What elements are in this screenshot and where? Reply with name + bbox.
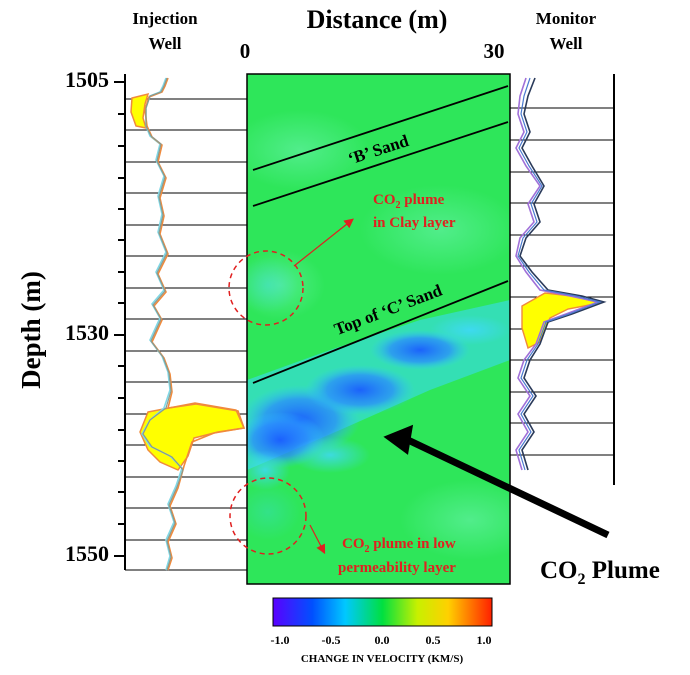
depth-tick-1550: 1550: [65, 541, 109, 566]
monitor-yellow-fill: [521, 292, 601, 349]
injection-curve-orange: [144, 77, 246, 571]
clay-plume-circle: [228, 250, 304, 326]
monitor-curve-blue: [517, 77, 602, 471]
velocity-colorbar: -1.0 -0.5 0.0 0.5 1.0 CHANGE IN VELOCITY…: [271, 597, 493, 665]
injection-well-label-line1: Injection: [132, 9, 198, 28]
distance-tick-0: 0: [240, 39, 251, 63]
distance-tick-30: 30: [484, 39, 505, 63]
lowperm-plume-arrow: [309, 524, 326, 555]
injection-well-label-line2: Well: [148, 34, 181, 53]
monitor-well-label-line1: Monitor: [536, 9, 597, 28]
colorbar-tick-0: 0.0: [375, 633, 390, 647]
clay-plume-label-line1: CO2 plume: [373, 192, 445, 211]
injection-well-log: [114, 74, 247, 571]
injection-depth-gridlines: [125, 98, 247, 571]
colorbar-tick-05: 0.5: [426, 633, 441, 647]
colorbar-tick-neg05: -0.5: [322, 633, 341, 647]
depth-tick-1530: 1530: [65, 320, 109, 345]
b-sand-upper-boundary: [252, 85, 509, 171]
injection-depth-ticks: [114, 81, 125, 557]
main-plume-arrow: [383, 424, 610, 539]
colorbar-tick-neg1: -1.0: [271, 633, 290, 647]
clay-plume-arrow: [293, 218, 354, 267]
injection-yellow-fill-bottom: [139, 402, 246, 471]
main-plume-label: CO2 Plume: [540, 557, 660, 588]
monitor-well-log: [510, 74, 615, 485]
injection-curve-grey: [142, 77, 184, 571]
colorbar-tick-1: 1.0: [477, 633, 492, 647]
b-sand-lower-boundary: [252, 121, 509, 207]
injection-curve-cyan: [141, 77, 183, 571]
lowperm-plume-label-line2: permeability layer: [338, 560, 456, 576]
monitor-curve-dark: [519, 77, 607, 471]
velocity-section: [246, 73, 511, 585]
lowperm-plume-label-line1: CO2 plume in low: [342, 536, 456, 555]
clay-plume-label-line2: in Clay layer: [373, 215, 456, 231]
monitor-well-label-line2: Well: [549, 34, 582, 53]
top-c-sand-boundary: [252, 280, 509, 384]
lowperm-plume-circle: [229, 477, 307, 555]
monitor-curve-purple: [515, 77, 601, 471]
depth-tick-1505: 1505: [65, 67, 109, 92]
distance-axis-title: Distance (m): [307, 5, 448, 34]
depth-axis-label: Depth (m): [16, 271, 46, 389]
colorbar-title: CHANGE IN VELOCITY (KM/S): [301, 653, 464, 665]
injection-yellow-fill-top: [130, 92, 150, 129]
